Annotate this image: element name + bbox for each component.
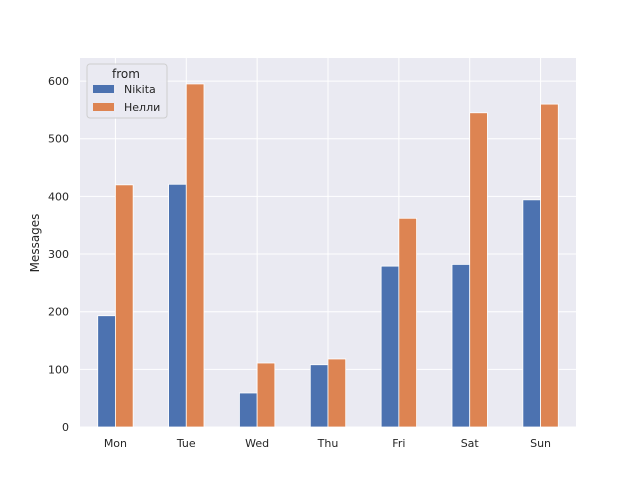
y-tick-label: 100	[48, 363, 69, 376]
bar-nelli-sat	[469, 112, 488, 428]
legend-swatch-nelli	[93, 103, 114, 111]
y-axis-label: Messages	[28, 214, 42, 273]
y-tick-label: 0	[62, 421, 69, 434]
x-tick-label: Mon	[104, 437, 127, 450]
x-tick-label: Tue	[176, 437, 196, 450]
bar-nelli-thu	[327, 358, 347, 428]
x-tick-labels: Mon Tue Wed Thu Fri Sat Sun	[104, 437, 551, 450]
y-tick-label: 400	[48, 190, 69, 203]
bar-nelli-tue	[185, 83, 205, 428]
y-tick-labels: 0 100 200 300 400 500 600	[48, 75, 69, 434]
bar-nelli-fri	[398, 217, 417, 428]
legend: from Nikita Нелли	[86, 63, 168, 119]
bar-nikita-tue	[168, 183, 187, 428]
y-tick-label: 600	[48, 75, 69, 88]
x-tick-label: Sat	[461, 437, 480, 450]
x-tick-label: Thu	[317, 437, 339, 450]
legend-swatch-nikita	[93, 85, 114, 93]
y-tick-label: 200	[48, 306, 69, 319]
bar-nikita-wed	[239, 392, 258, 428]
bar-nelli-wed	[256, 362, 276, 428]
x-tick-label: Sun	[530, 437, 551, 450]
y-tick-label: 500	[48, 133, 69, 146]
bar-nelli-mon	[115, 184, 134, 428]
legend-title: from	[112, 67, 140, 81]
legend-label-nikita: Nikita	[124, 83, 156, 96]
bar-nikita-mon	[97, 315, 116, 428]
bars	[97, 83, 559, 428]
y-tick-label: 300	[48, 248, 69, 261]
x-tick-label: Wed	[245, 437, 269, 450]
bar-nikita-thu	[309, 364, 329, 428]
x-tick-label: Fri	[392, 437, 405, 450]
bar-nelli-sun	[540, 103, 559, 428]
bar-nikita-sun	[522, 199, 541, 428]
legend-label-nelli: Нелли	[124, 101, 160, 114]
bar-nikita-fri	[380, 265, 400, 428]
bar-nikita-sat	[451, 264, 471, 428]
